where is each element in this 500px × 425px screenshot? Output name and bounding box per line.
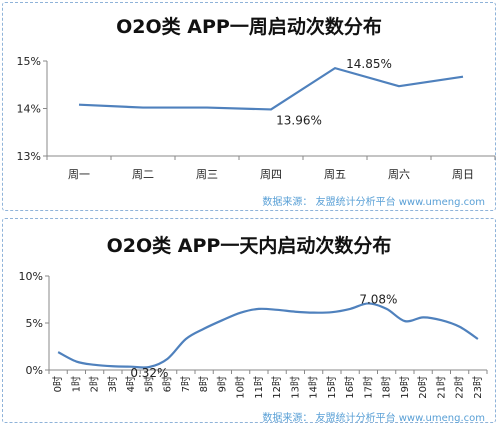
- data-source-note: 数据来源： 友盟统计分析平台 www.umeng.com: [262, 413, 485, 424]
- x-tick-label: 2时: [89, 376, 101, 392]
- x-tick-label: 3时: [107, 376, 119, 392]
- x-tick-label: 18时: [381, 376, 393, 399]
- chart-panel-weekly: O2O类 APP一周启动次数分布 13% 14% 15% 周一 周二 周三 周四 周五 周六 周日…: [2, 2, 496, 211]
- x-tick-label: 周四: [260, 168, 282, 181]
- x-tick-label: 12时: [271, 376, 283, 399]
- y-tick-label: 5%: [26, 317, 43, 330]
- x-tick-label: 周日: [452, 168, 474, 181]
- x-tick-label: 21时: [435, 376, 447, 399]
- x-tick-label: 8时: [198, 376, 210, 392]
- y-tick-label: 0%: [26, 364, 43, 377]
- y-tick-label: 14%: [17, 103, 41, 116]
- weekly-line-chart: 13% 14% 15% 周一 周二 周三 周四 周五 周六 周日 13.96% 14.85%: [17, 55, 496, 181]
- x-tick-label: 1时: [70, 376, 82, 392]
- data-label: 13.96%: [276, 113, 322, 127]
- x-tick-label: 周二: [132, 168, 154, 181]
- chart-title: O2O类 APP一周启动次数分布: [116, 16, 382, 38]
- x-tick-label: 23时: [472, 376, 484, 399]
- x-tick-label: 20时: [417, 376, 429, 399]
- chart-title: O2O类 APP一天内启动次数分布: [106, 235, 392, 257]
- y-tick-label: 13%: [17, 150, 41, 163]
- y-tick-label: 10%: [19, 270, 43, 283]
- data-label: 7.08%: [359, 292, 397, 306]
- data-label: 0.32%: [130, 366, 168, 380]
- x-tick-label: 周五: [324, 168, 346, 181]
- x-tick-label: 13时: [289, 376, 301, 399]
- x-tick-label: 17时: [362, 376, 374, 399]
- x-tick-label: 周一: [68, 168, 90, 181]
- data-source-note: 数据来源： 友盟统计分析平台 www.umeng.com: [262, 197, 485, 208]
- chart-panel-hourly: O2O类 APP一天内启动次数分布 0% 5% 10% 0时 1时 2时 3时 4时 5时 6时 7…: [2, 218, 496, 424]
- x-tick-label: 14时: [308, 376, 320, 399]
- x-tick-label: 7时: [180, 376, 192, 392]
- x-tick-label: 10时: [235, 376, 247, 399]
- x-tick-label: 周六: [388, 168, 410, 181]
- x-tick-label: 22时: [454, 376, 466, 399]
- x-tick-label: 0时: [52, 376, 64, 392]
- x-tick-label: 6时: [162, 376, 174, 392]
- x-tick-label: 4时: [125, 376, 137, 392]
- y-tick-label: 15%: [17, 55, 41, 68]
- hourly-line-chart: 0% 5% 10% 0时 1时 2时 3时 4时 5时 6时 7时 8时 9时 10时 11时 12时 13时 1…: [19, 270, 488, 399]
- x-tick-label: 9时: [216, 376, 228, 392]
- x-tick-label: 19时: [399, 376, 411, 399]
- series-line: [57, 302, 479, 369]
- data-label: 14.85%: [346, 57, 392, 71]
- x-tick-label: 15时: [326, 376, 338, 399]
- x-tick-label: 11时: [253, 376, 265, 399]
- x-tick-label: 16时: [344, 376, 356, 399]
- x-tick-label: 周三: [196, 168, 218, 181]
- series-line: [78, 67, 464, 111]
- x-tick-label: 5时: [143, 376, 155, 392]
